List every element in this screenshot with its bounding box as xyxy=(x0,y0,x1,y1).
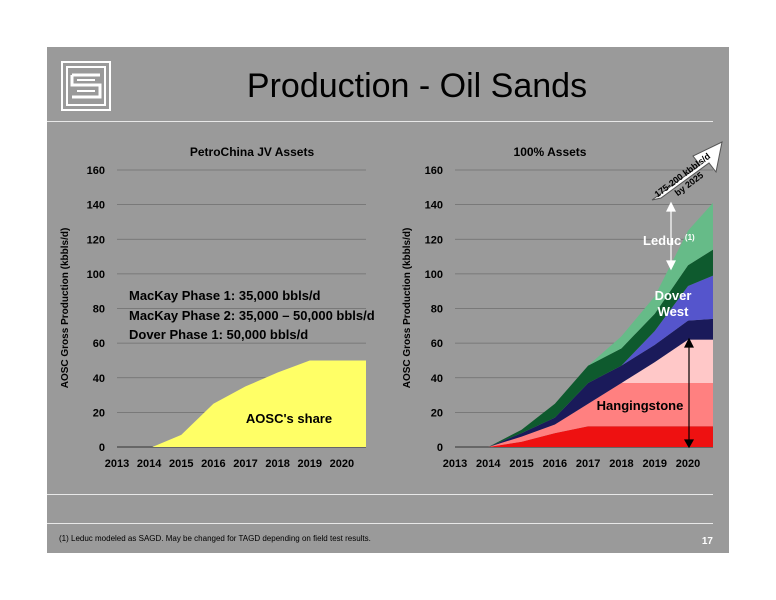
y-tick-label: 80 xyxy=(431,304,443,316)
hangingstone-label: Hangingstone xyxy=(597,398,684,413)
y-tick-label: 0 xyxy=(437,442,443,454)
dover-label-2: West xyxy=(658,304,689,319)
capacity-arrow: 175-200 kbbls/d by 2025 xyxy=(651,141,723,201)
stacked-area-series xyxy=(488,249,713,447)
y-axis-label-left: AOSC Gross Production (kbbls/d) xyxy=(60,228,71,389)
y-tick-label: 140 xyxy=(87,200,105,212)
x-tick-label: 2020 xyxy=(330,458,354,470)
x-tick-label: 2014 xyxy=(137,458,162,470)
y-tick-label: 20 xyxy=(431,407,443,419)
y-tick-label: 40 xyxy=(431,373,443,385)
x-tick-label: 2016 xyxy=(543,458,567,470)
y-tick-label: 60 xyxy=(431,338,443,350)
leduc-arrow xyxy=(666,201,676,271)
stacked-area-series xyxy=(488,275,713,447)
chart-title-right: 100% Assets xyxy=(514,145,587,159)
x-tick-label: 2014 xyxy=(476,458,501,470)
stacked-area-series xyxy=(488,426,713,447)
annotation-dover-1: Dover Phase 1: 50,000 bbls/d xyxy=(129,327,308,342)
x-tick-label: 2013 xyxy=(105,458,129,470)
x-ticks-left: 2013 2014 2015 2016 2017 2018 2019 2020 xyxy=(105,458,354,470)
x-tick-label: 2016 xyxy=(201,458,225,470)
y-tick-label: 60 xyxy=(93,338,105,350)
area-series xyxy=(152,360,366,447)
company-logo xyxy=(61,61,111,111)
stacked-area-series xyxy=(488,339,713,447)
page-title: Production - Oil Sands xyxy=(246,67,588,105)
x-tick-label: 2017 xyxy=(233,458,257,470)
aosc-share-label: AOSC's share xyxy=(246,411,332,426)
stacked-area-series xyxy=(488,382,713,447)
y-tick-label: 140 xyxy=(425,200,443,212)
slide: Production - Oil Sands (1) Leduc modeled… xyxy=(47,47,729,553)
x-tick-label: 2017 xyxy=(576,458,600,470)
annotation-mackay-2: MacKay Phase 2: 35,000 – 50,000 bbls/d xyxy=(129,308,375,323)
dover-label-1: Dover xyxy=(655,288,692,303)
x-tick-label: 2018 xyxy=(609,458,633,470)
y-tick-label: 160 xyxy=(425,165,443,177)
x-tick-label: 2019 xyxy=(642,458,666,470)
total-arrow xyxy=(683,337,695,449)
x-tick-label: 2015 xyxy=(509,458,533,470)
y-tick-label: 100 xyxy=(87,269,105,281)
annotation-mackay-1: MacKay Phase 1: 35,000 bbls/d xyxy=(129,288,321,303)
divider-footer xyxy=(47,523,713,524)
series-left xyxy=(152,360,366,447)
y-tick-label: 120 xyxy=(87,234,105,246)
y-tick-label: 20 xyxy=(93,407,105,419)
leduc-label: Leduc (1) xyxy=(643,233,695,248)
divider-bottom xyxy=(47,494,713,495)
footnote: (1) Leduc modeled as SAGD. May be change… xyxy=(59,534,371,543)
series-right xyxy=(488,202,713,447)
y-axis-label-right: AOSC Gross Production (kbbls/d) xyxy=(402,228,413,389)
x-tick-label: 2019 xyxy=(298,458,322,470)
y-ticks-right: 0 20 40 60 80 100 120 140 160 xyxy=(425,165,443,454)
stacked-area-series xyxy=(488,318,713,447)
y-tick-label: 0 xyxy=(99,442,105,454)
x-tick-label: 2015 xyxy=(169,458,193,470)
x-tick-label: 2013 xyxy=(443,458,467,470)
divider-top xyxy=(47,121,713,122)
x-tick-label: 2020 xyxy=(676,458,700,470)
y-tick-label: 120 xyxy=(425,234,443,246)
chart-title-left: PetroChina JV Assets xyxy=(190,145,315,159)
y-tick-label: 160 xyxy=(87,165,105,177)
y-tick-label: 80 xyxy=(93,304,105,316)
y-tick-label: 40 xyxy=(93,373,105,385)
page-number: 17 xyxy=(701,536,713,547)
chart-petrochina: PetroChina JV Assets 0 20 40 60 80 100 120 140 1… xyxy=(60,145,375,470)
y-ticks-left: 0 20 40 60 80 100 120 140 160 xyxy=(87,165,105,454)
y-tick-label: 100 xyxy=(425,269,443,281)
x-ticks-right: 2013 2014 2015 2016 2017 2018 2019 2020 xyxy=(443,458,701,470)
x-tick-label: 2018 xyxy=(265,458,289,470)
